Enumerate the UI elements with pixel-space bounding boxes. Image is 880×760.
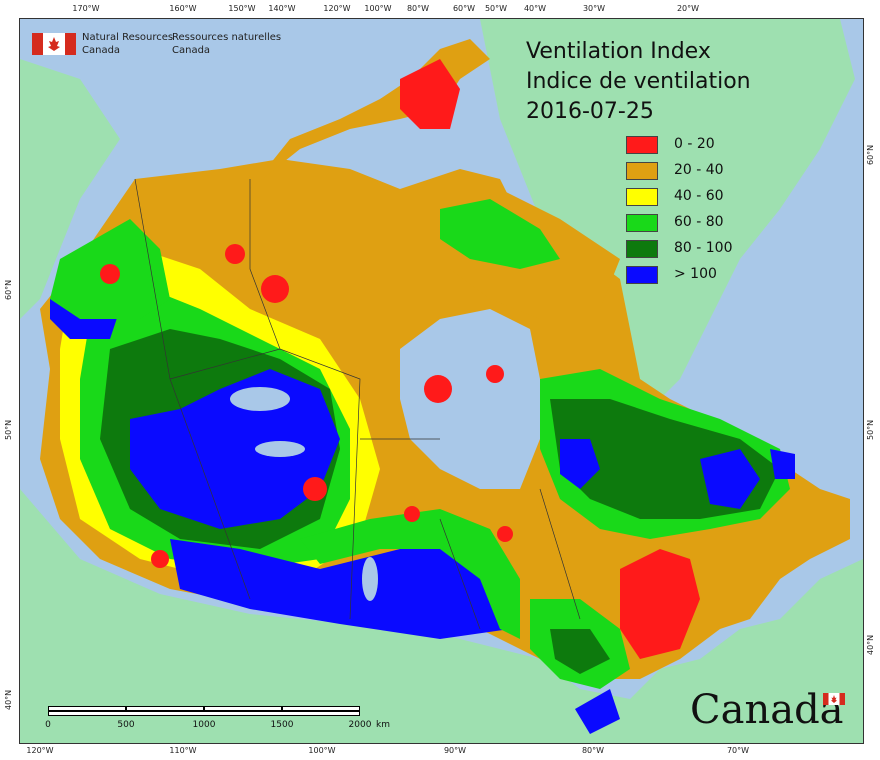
- alaska: [20, 59, 120, 319]
- title-line1: Ventilation Index: [526, 39, 711, 64]
- top-tick-label: 120°W: [323, 4, 351, 13]
- right-tick-label: 50°N: [866, 419, 875, 440]
- canada-wordmark: Canada: [690, 687, 844, 733]
- agency-fr-line1: Ressources naturelles: [172, 32, 282, 43]
- great-bear-lake: [230, 387, 290, 411]
- top-tick-label: 20°W: [676, 4, 700, 13]
- legend-label: 80 - 100: [674, 240, 733, 256]
- map-canvas: [20, 19, 863, 743]
- blue-prairie: [170, 539, 510, 639]
- agency-en-line2: Canada: [82, 45, 121, 56]
- red-spot: [261, 275, 289, 303]
- province-boundaries: [134, 178, 581, 630]
- left-tick-label: 60°N: [4, 279, 13, 300]
- blue-west: [130, 369, 340, 529]
- right-tick-label: 60°N: [866, 144, 875, 165]
- quebec-blue-3: [770, 449, 795, 479]
- ontario-blue: [575, 689, 620, 734]
- wordmark-flag-icon: [823, 693, 845, 705]
- scale-label-1500: 1500: [270, 720, 294, 730]
- left-tick-label: 40°N: [4, 689, 13, 710]
- legend-label: 20 - 40: [674, 162, 724, 178]
- bottom-tick-label: 90°W: [443, 746, 467, 755]
- red-spot: [151, 550, 169, 568]
- green-prairie-edge: [300, 509, 520, 639]
- red-spot: [424, 375, 452, 403]
- quebec-blue-1: [560, 439, 600, 489]
- bottom-tick-label: 70°W: [726, 746, 750, 755]
- scale-label-2000: 2000: [348, 720, 372, 730]
- title-line2: Indice de ventilation: [526, 69, 751, 94]
- legend-label: 40 - 60: [674, 188, 724, 204]
- legend-swatch: [626, 136, 658, 154]
- map-title: Ventilation Index Indice de ventilation …: [526, 37, 751, 127]
- legend-label: 60 - 80: [674, 214, 724, 230]
- right-tick-label: 40°N: [866, 634, 875, 655]
- hudson-bay: [400, 309, 540, 489]
- ontario-darkgreen: [550, 629, 610, 674]
- top-tick-label: 60°W: [452, 4, 476, 13]
- scale-label-0: 0: [45, 720, 51, 730]
- legend-swatch: [626, 188, 658, 206]
- great-slave-lake: [255, 441, 305, 457]
- agency-en-line1: Natural Resources: [82, 32, 174, 43]
- left-tick-label: 50°N: [4, 419, 13, 440]
- top-tick-label: 80°W: [406, 4, 430, 13]
- top-tick-label: 140°W: [268, 4, 296, 13]
- legend-swatch: [626, 214, 658, 232]
- baffin-green: [440, 199, 560, 269]
- top-tick-label: 170°W: [72, 4, 100, 13]
- title-date: 2016-07-25: [526, 99, 654, 124]
- bottom-tick-label: 120°W: [26, 746, 54, 755]
- bottom-tick-label: 100°W: [308, 746, 336, 755]
- quebec-blue-2: [700, 449, 760, 509]
- canada-flag-icon: [32, 33, 76, 55]
- legend-label: 0 - 20: [674, 136, 715, 152]
- red-spot: [225, 244, 245, 264]
- red-spot: [100, 264, 120, 284]
- top-tick-label: 50°W: [484, 4, 508, 13]
- legend-swatch: [626, 162, 658, 180]
- red-spot: [404, 506, 420, 522]
- red-spot: [486, 365, 504, 383]
- top-tick-label: 160°W: [169, 4, 197, 13]
- legend-swatch: [626, 266, 658, 284]
- legend-swatch: [626, 240, 658, 258]
- map-frame: Natural Resources Canada Ressources natu…: [19, 18, 864, 744]
- scale-label-1000: 1000: [192, 720, 216, 730]
- ellesmere-red: [400, 59, 460, 129]
- top-tick-label: 30°W: [582, 4, 606, 13]
- red-spot: [303, 477, 327, 501]
- agency-fr-line2: Canada: [172, 45, 211, 56]
- greenland: [480, 19, 855, 399]
- scale-unit: km: [376, 720, 390, 730]
- top-tick-label: 150°W: [228, 4, 256, 13]
- bottom-tick-label: 110°W: [169, 746, 197, 755]
- usa: [20, 489, 863, 743]
- top-tick-label: 40°W: [523, 4, 547, 13]
- legend-label: > 100: [674, 266, 717, 282]
- lake-winnipeg: [362, 557, 378, 601]
- top-tick-label: 100°W: [364, 4, 392, 13]
- red-spot: [497, 526, 513, 542]
- scale-label-500: 500: [117, 720, 135, 730]
- bottom-tick-label: 80°W: [581, 746, 605, 755]
- quebec-red: [620, 549, 700, 659]
